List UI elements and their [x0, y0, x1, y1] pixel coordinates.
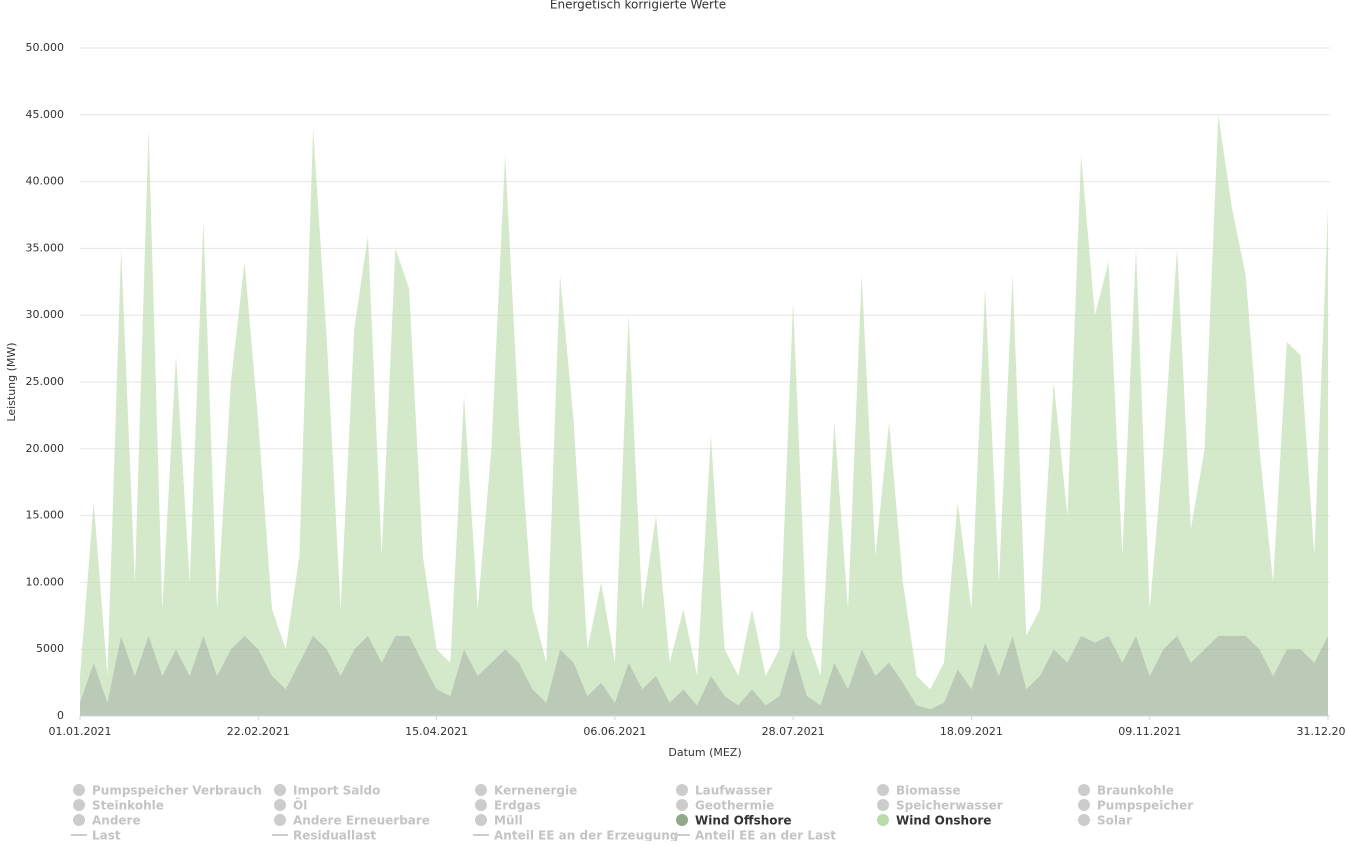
y-tick-label: 15.000 — [26, 509, 65, 522]
y-tick-label: 35.000 — [26, 241, 65, 254]
legend-marker — [676, 784, 688, 796]
legend-label[interactable]: Braunkohle — [1097, 784, 1174, 798]
legend-marker — [73, 784, 85, 796]
legend-label[interactable]: Öl — [293, 798, 307, 813]
x-tick-label: 09.11.2021 — [1118, 725, 1181, 738]
legend-label[interactable]: Geothermie — [695, 799, 774, 813]
y-tick-label: 0 — [57, 709, 64, 722]
legend-label[interactable]: Import Saldo — [293, 784, 380, 798]
legend-marker — [877, 784, 889, 796]
x-tick-label: 28.07.2021 — [762, 725, 825, 738]
y-tick-label: 10.000 — [26, 575, 65, 588]
legend-label[interactable]: Erdgas — [494, 799, 541, 813]
legend-label[interactable]: Biomasse — [896, 784, 961, 798]
legend-label[interactable]: Last — [92, 829, 121, 843]
legend-label[interactable]: Speicherwasser — [896, 799, 1003, 813]
legend-marker — [274, 784, 286, 796]
area — [80, 114, 1328, 710]
x-tick-label: 01.01.2021 — [49, 725, 112, 738]
y-tick-label: 45.000 — [26, 108, 65, 121]
legend-marker — [475, 814, 487, 826]
legend-label[interactable]: Andere — [92, 814, 141, 828]
y-tick-label: 20.000 — [26, 442, 65, 455]
legend-marker — [475, 784, 487, 796]
legend-label[interactable]: Wind Onshore — [896, 814, 991, 828]
legend-label[interactable]: Wind Offshore — [695, 814, 792, 828]
legend-marker — [676, 799, 688, 811]
x-axis-label: Datum (MEZ) — [668, 746, 741, 759]
y-tick-label: 50.000 — [26, 41, 65, 54]
legend-marker — [1078, 814, 1090, 826]
legend-marker — [73, 814, 85, 826]
legend-marker — [877, 814, 889, 826]
legend-marker — [1078, 799, 1090, 811]
legend-label[interactable]: Pumpspeicher — [1097, 799, 1193, 813]
legend-label[interactable]: Laufwasser — [695, 784, 772, 798]
legend-label[interactable]: Müll — [494, 814, 523, 828]
x-tick-label: 06.06.2021 — [583, 725, 646, 738]
y-tick-label: 25.000 — [26, 375, 65, 388]
legend-label[interactable]: Pumpspeicher Verbrauch — [92, 784, 262, 798]
y-tick-label: 40.000 — [26, 175, 65, 188]
y-tick-label: 5000 — [36, 642, 64, 655]
legend-marker — [676, 814, 688, 826]
legend-label[interactable]: Solar — [1097, 814, 1132, 828]
legend-label[interactable]: Anteil EE an der Erzeugung — [494, 829, 678, 843]
legend-label[interactable]: Kernenergie — [494, 784, 577, 798]
x-tick-label: 22.02.2021 — [227, 725, 290, 738]
legend-marker — [73, 799, 85, 811]
legend-label[interactable]: Andere Erneuerbare — [293, 814, 430, 828]
legend-label[interactable]: Anteil EE an der Last — [695, 829, 836, 843]
x-tick-label: 31.12.2021 — [1297, 725, 1346, 738]
legend-label[interactable]: Residuallast — [293, 829, 376, 843]
x-tick-label: 15.04.2021 — [405, 725, 468, 738]
area — [80, 635, 1328, 716]
legend-marker — [1078, 784, 1090, 796]
x-tick-label: 18.09.2021 — [940, 725, 1003, 738]
y-axis-label: Leistung (MW) — [5, 342, 18, 421]
legend-marker — [274, 814, 286, 826]
y-tick-label: 30.000 — [26, 308, 65, 321]
legend-marker — [877, 799, 889, 811]
chart-title: Energetisch korrigierte Werte — [550, 0, 726, 12]
legend-marker — [274, 799, 286, 811]
legend-marker — [475, 799, 487, 811]
legend-label[interactable]: Steinkohle — [92, 799, 164, 813]
